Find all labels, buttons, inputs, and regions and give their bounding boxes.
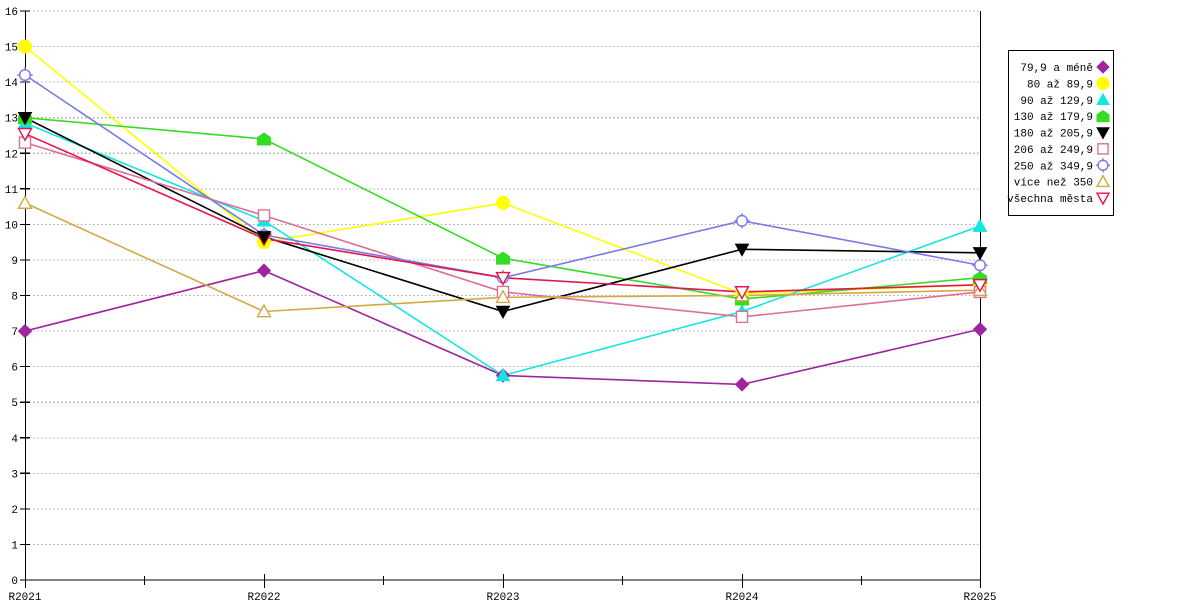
svg-text:14: 14 <box>5 78 19 90</box>
svg-text:více než 350: více než 350 <box>1014 178 1093 190</box>
svg-text:9: 9 <box>11 256 18 268</box>
svg-text:R2024: R2024 <box>725 592 758 600</box>
svg-text:4: 4 <box>11 434 18 446</box>
svg-text:250 až 349,9: 250 až 349,9 <box>1014 161 1093 173</box>
svg-text:130 až 179,9: 130 až 179,9 <box>1014 112 1093 124</box>
svg-text:180 až 205,9: 180 až 205,9 <box>1014 129 1093 141</box>
svg-text:11: 11 <box>5 185 19 197</box>
svg-text:všechna města: všechna města <box>1007 194 1093 206</box>
svg-text:8: 8 <box>11 292 18 304</box>
svg-text:7: 7 <box>11 327 18 339</box>
svg-text:R2021: R2021 <box>8 592 41 600</box>
svg-text:1: 1 <box>11 540 18 552</box>
svg-text:15: 15 <box>5 43 18 55</box>
svg-text:6: 6 <box>11 363 18 375</box>
svg-text:13: 13 <box>5 114 18 126</box>
svg-text:R2023: R2023 <box>486 592 519 600</box>
svg-text:12: 12 <box>5 149 18 161</box>
svg-text:206 až 249,9: 206 až 249,9 <box>1014 145 1093 157</box>
svg-text:R2025: R2025 <box>963 592 996 600</box>
svg-text:90 až 129,9: 90 až 129,9 <box>1020 96 1093 108</box>
svg-text:3: 3 <box>11 469 18 481</box>
svg-text:2: 2 <box>11 505 18 517</box>
svg-text:16: 16 <box>5 7 18 19</box>
svg-text:80 až 89,9: 80 až 89,9 <box>1027 79 1093 91</box>
svg-text:R2022: R2022 <box>247 592 280 600</box>
svg-text:0: 0 <box>11 576 18 588</box>
svg-text:79,9 a méně: 79,9 a méně <box>1020 63 1093 75</box>
svg-text:10: 10 <box>5 220 18 232</box>
svg-text:5: 5 <box>11 398 18 410</box>
